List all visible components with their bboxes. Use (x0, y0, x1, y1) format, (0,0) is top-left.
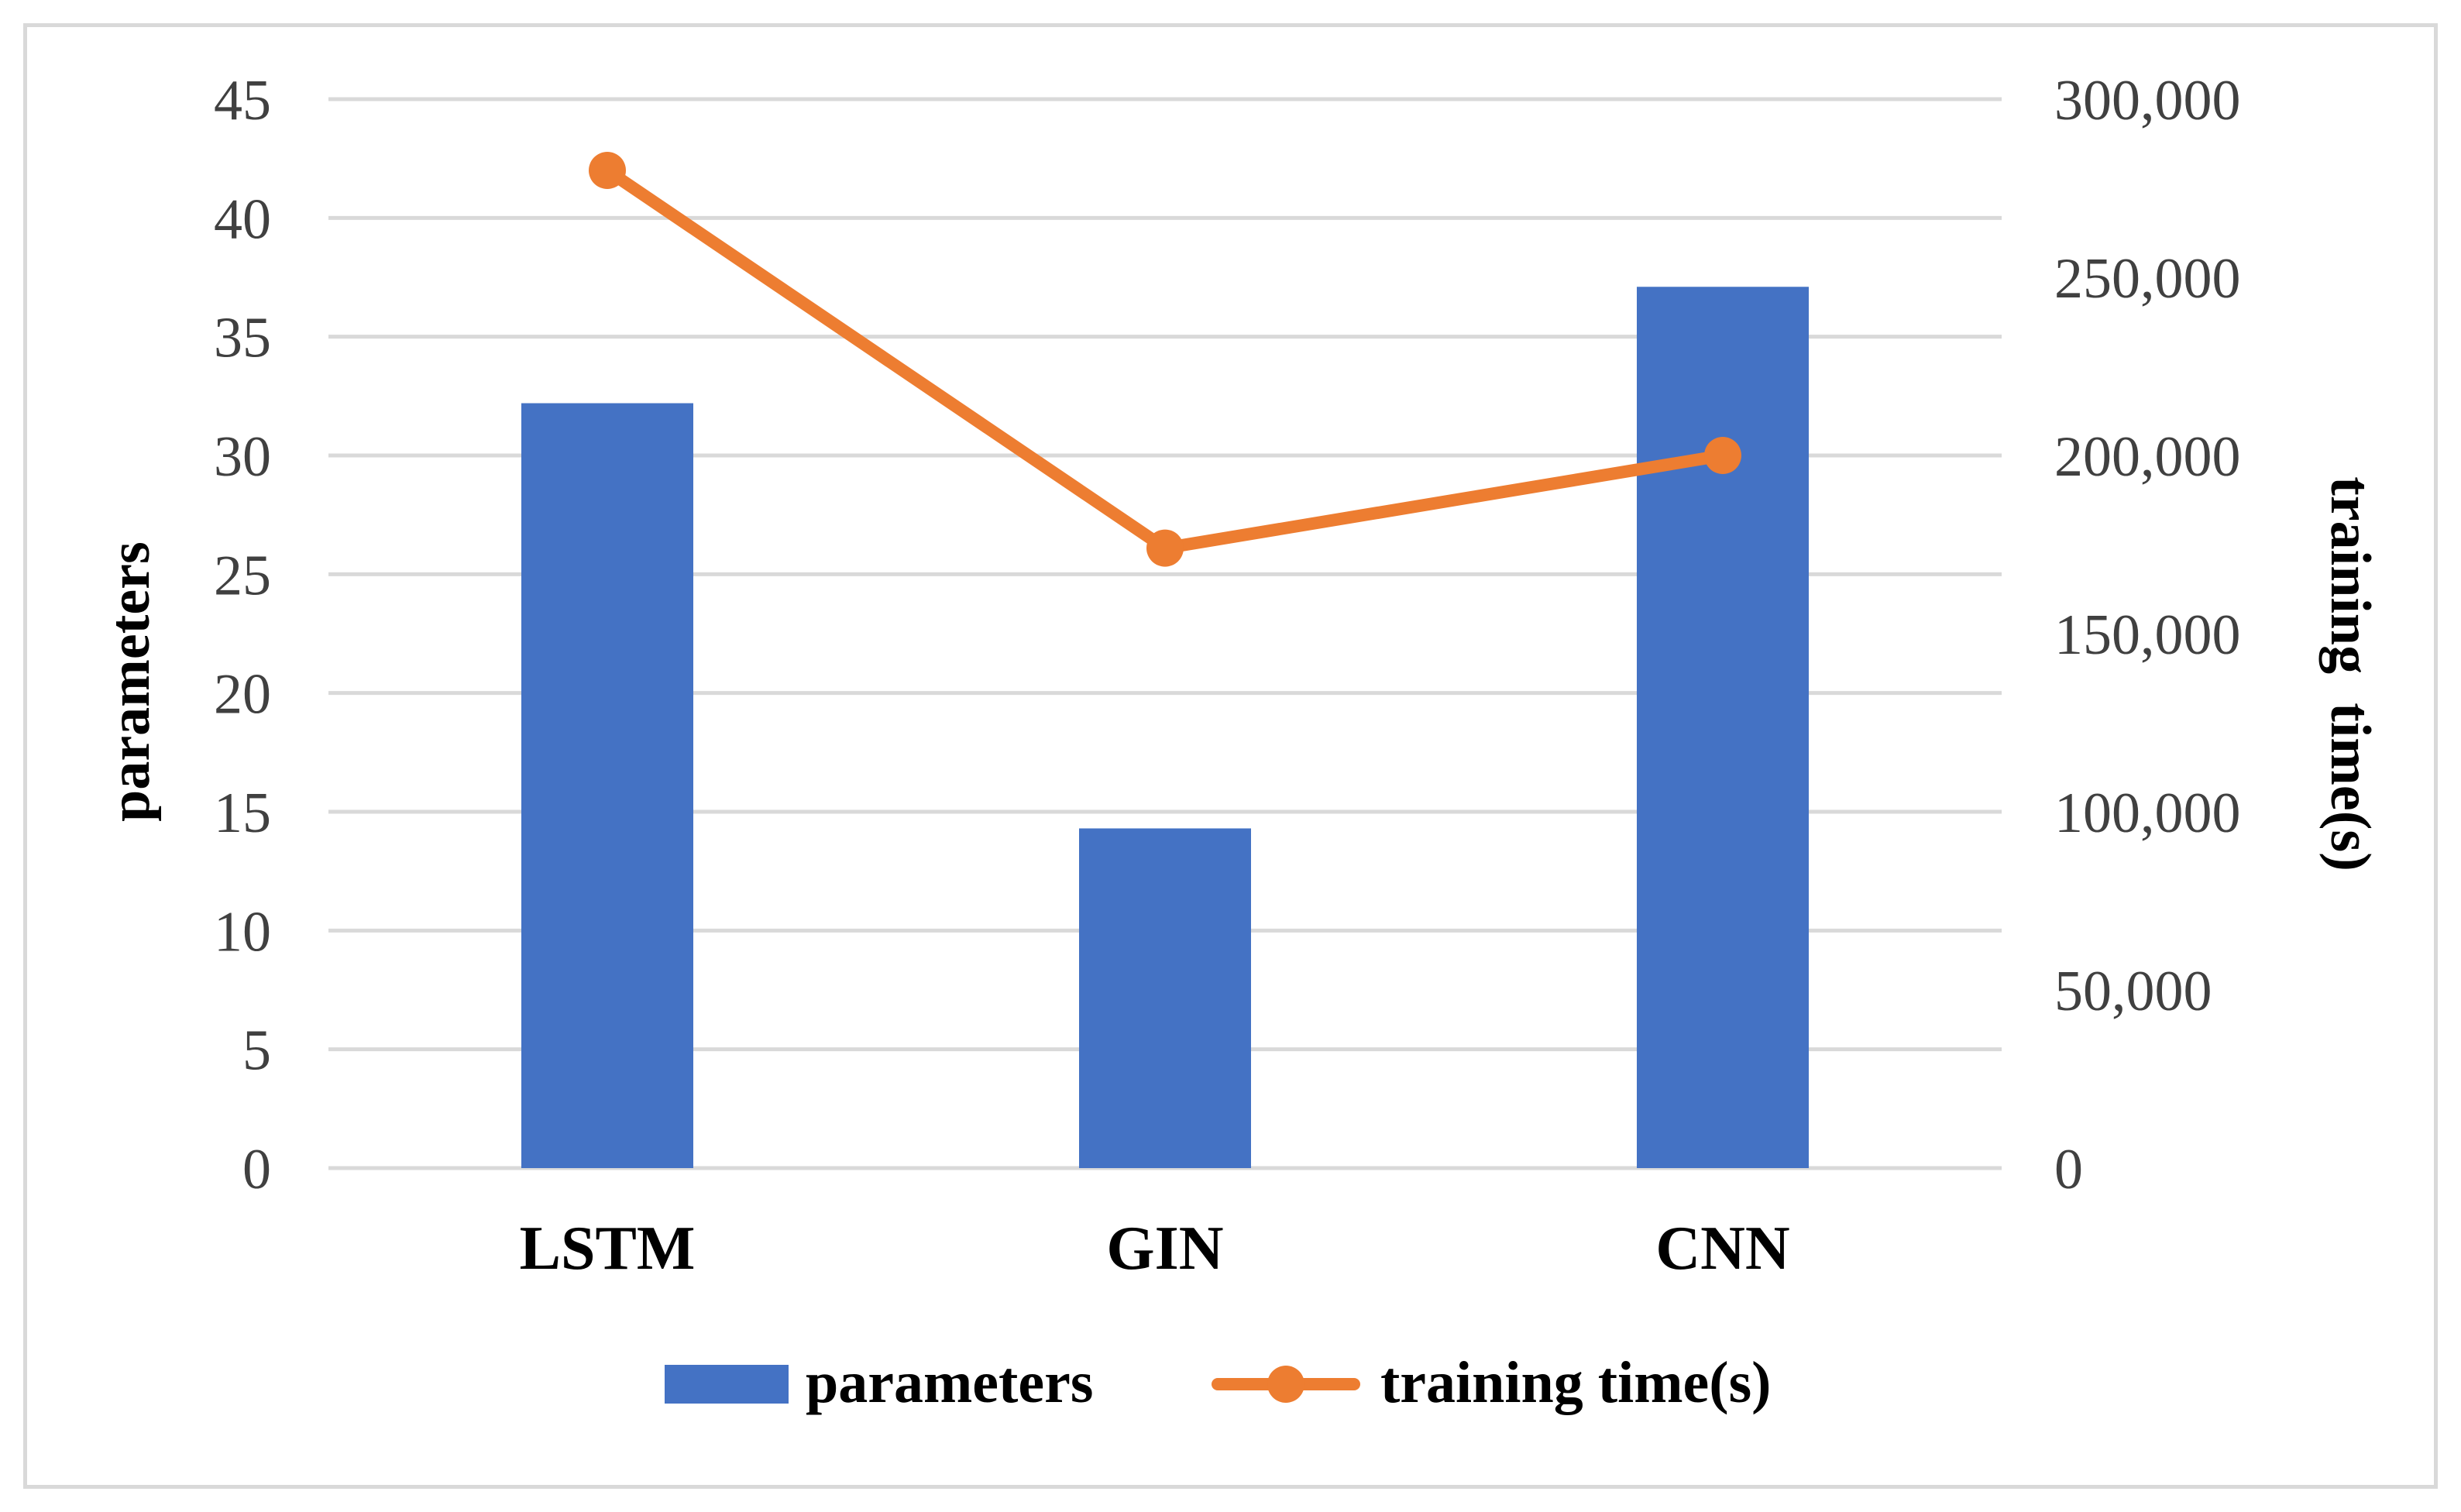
y-left-tick-label: 30 (214, 425, 271, 489)
y-left-tick-label: 5 (242, 1019, 271, 1083)
legend-swatch-training-time-marker (1267, 1366, 1304, 1403)
legend-swatch-parameters (665, 1365, 789, 1404)
bar-cnn (1637, 287, 1809, 1169)
y-left-tick-label: 10 (214, 900, 271, 964)
line-layer (589, 152, 1741, 567)
y-left-tick-label: 45 (214, 69, 271, 132)
legend: parameters training time(s) (665, 1350, 1771, 1415)
bar-lstm (521, 403, 693, 1168)
chart-frame (23, 23, 2438, 1489)
y-right-tick-label: 50,000 (2054, 960, 2212, 1023)
x-category-label: CNN (1655, 1215, 1789, 1283)
y-right-tick-label: 100,000 (2054, 782, 2241, 845)
y-right-tick-label: 200,000 (2054, 425, 2241, 489)
legend-label-parameters: parameters (806, 1350, 1093, 1415)
bar-layer (521, 287, 1809, 1169)
y-left-tick-label: 40 (214, 187, 271, 251)
y-right-tick-label: 250,000 (2054, 247, 2241, 311)
y-right-tick-label: 150,000 (2054, 603, 2241, 667)
y-left-tick-label: 25 (214, 544, 271, 607)
training-time-point-gin (1146, 529, 1184, 567)
y-left-tick-label: 15 (214, 782, 271, 845)
y-axis-left-title: parameters (98, 541, 162, 822)
y-right-tick-label: 300,000 (2054, 69, 2241, 132)
tick-layer: 0 5 10 15 20 25 30 35 40 45 0 50,000 100,000 150,000 2… (214, 69, 2241, 1283)
training-time-point-lstm (589, 152, 626, 189)
training-time-line (601, 164, 1729, 555)
training-time-point-cnn (1704, 437, 1741, 474)
y-left-tick-label: 0 (242, 1138, 271, 1201)
legend-label-training-time: training time(s) (1380, 1350, 1771, 1415)
y-axis-right-title: training time(s) (2318, 476, 2382, 871)
bar-gin (1079, 828, 1251, 1168)
y-left-tick-label: 20 (214, 663, 271, 727)
y-right-tick-label: 0 (2054, 1138, 2083, 1201)
x-category-label: GIN (1106, 1215, 1223, 1283)
y-left-tick-label: 35 (214, 307, 271, 370)
x-category-label: LSTM (520, 1215, 696, 1283)
